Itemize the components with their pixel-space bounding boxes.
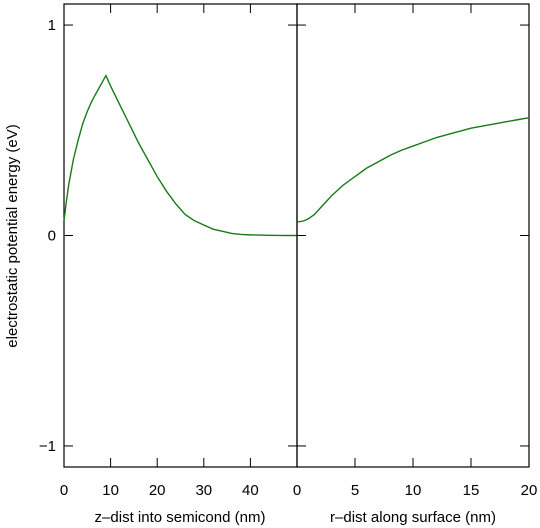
left-x-tick-label: 30: [195, 482, 212, 499]
y-tick-label: −1: [39, 438, 56, 455]
left-x-tick-label: 20: [149, 482, 166, 499]
right-x-tick-label: 0: [293, 482, 301, 499]
y-tick-label: 1: [48, 17, 56, 34]
x-axis-label-left: z–dist into semicond (nm): [95, 509, 266, 526]
right-x-tick-label: 20: [521, 482, 538, 499]
left-x-tick-label: 40: [242, 482, 259, 499]
y-tick-label: 0: [48, 228, 56, 245]
left-x-tick-label: 0: [60, 482, 68, 499]
left-x-tick-label: 10: [102, 482, 119, 499]
right-potential-curve: [296, 116, 530, 223]
right-panel: 0 5 10 15 20: [293, 3, 538, 499]
right-x-tick-label: 5: [351, 482, 359, 499]
right-x-tick-label: 10: [405, 482, 422, 499]
left-panel: 0 10 20 30 40 −1 0 1: [39, 3, 298, 499]
y-axis-label: electrostatic potential energy (eV): [4, 124, 21, 347]
x-axis-label-right: r–dist along surface (nm): [330, 509, 496, 526]
left-potential-curve: [63, 73, 297, 237]
right-plot-frame: [296, 3, 530, 468]
right-x-tick-label: 15: [463, 482, 480, 499]
